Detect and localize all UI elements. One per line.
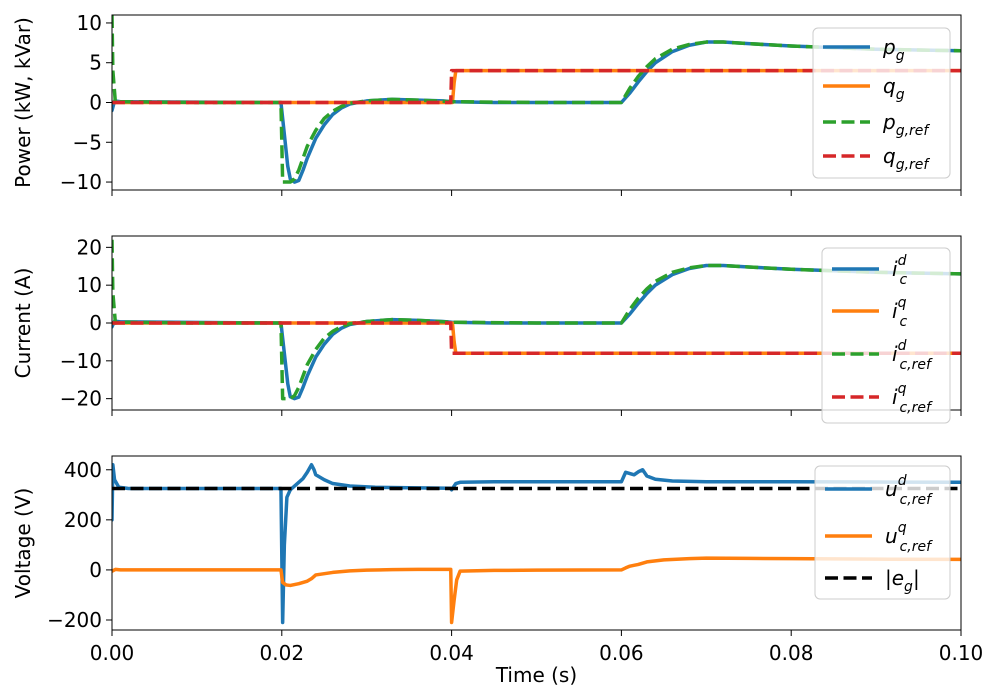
y-tick-label: 5 [89, 51, 102, 75]
y-tick-label: −5 [73, 130, 102, 154]
legend-label: |eg| [885, 566, 920, 595]
series-line-i-c-ref-d [112, 239, 961, 401]
y-tick-label: 0 [89, 311, 102, 335]
x-tick-label: 0.00 [90, 641, 135, 665]
y-tick-label: −10 [60, 349, 102, 373]
axes-frame [111, 455, 962, 631]
y-tick-label: 0 [89, 91, 102, 115]
x-tick-label: 0.02 [260, 641, 305, 665]
power-panel: 10 5 0 −5 −10 Power (kW, kVar) pg qg pg,ref qg,re… [11, 11, 962, 196]
legend-label: uq c,ref [885, 520, 933, 555]
legend-label: qg,ref [883, 144, 930, 173]
series-line-p-g-ref [112, 15, 961, 184]
legend-label: id c [892, 253, 907, 288]
legend-label: pg [882, 35, 905, 64]
x-tick-label: 0.04 [429, 641, 474, 665]
y-tick-label: 0 [89, 558, 102, 582]
y-tick-label: 200 [64, 508, 102, 532]
voltage-panel: 400 200 0 −200 0.00 0.02 0.04 0.06 0.08 0.10 Volta… [11, 455, 984, 687]
y-axis-label: Current (A) [11, 268, 35, 379]
x-tick-label: 0.06 [599, 641, 644, 665]
legend: pg qg pg,ref qg,ref [812, 27, 951, 179]
legend-label: id c,ref [892, 338, 933, 373]
y-tick-label: −200 [47, 608, 102, 632]
y-tick-label: 10 [77, 273, 102, 297]
x-axis-label: Time (s) [495, 663, 577, 687]
legend-label: qg [883, 74, 905, 103]
y-axis-label: Voltage (V) [11, 488, 35, 599]
legend-label: iq c [892, 295, 907, 330]
legend: ud c,ref uq c,ref |eg| [814, 465, 951, 600]
x-tick-label: 0.08 [769, 641, 814, 665]
x-tick-label: 0.10 [939, 641, 984, 665]
current-panel: 20 10 0 −10 −20 Current (A) id c iq c id c,ref iq c,r… [11, 235, 962, 424]
series-line-u-c-ref-q [112, 556, 961, 625]
y-tick-label: 20 [77, 235, 102, 259]
y-axis-label: Power (kW, kVar) [11, 17, 35, 188]
y-tick-label: 400 [64, 458, 102, 482]
series-line-i-c-ref-q [112, 321, 961, 356]
y-tick-label: 10 [77, 11, 102, 35]
legend: id c iq c id c,ref iq c,ref [821, 247, 951, 424]
legend-label: pg,ref [882, 110, 930, 139]
y-tick-label: −10 [60, 170, 102, 194]
y-tick-label: −20 [60, 387, 102, 411]
series-line-q-g-ref [112, 68, 961, 105]
legend-label: iq c,ref [892, 381, 933, 416]
legend-label: ud c,ref [885, 473, 933, 508]
